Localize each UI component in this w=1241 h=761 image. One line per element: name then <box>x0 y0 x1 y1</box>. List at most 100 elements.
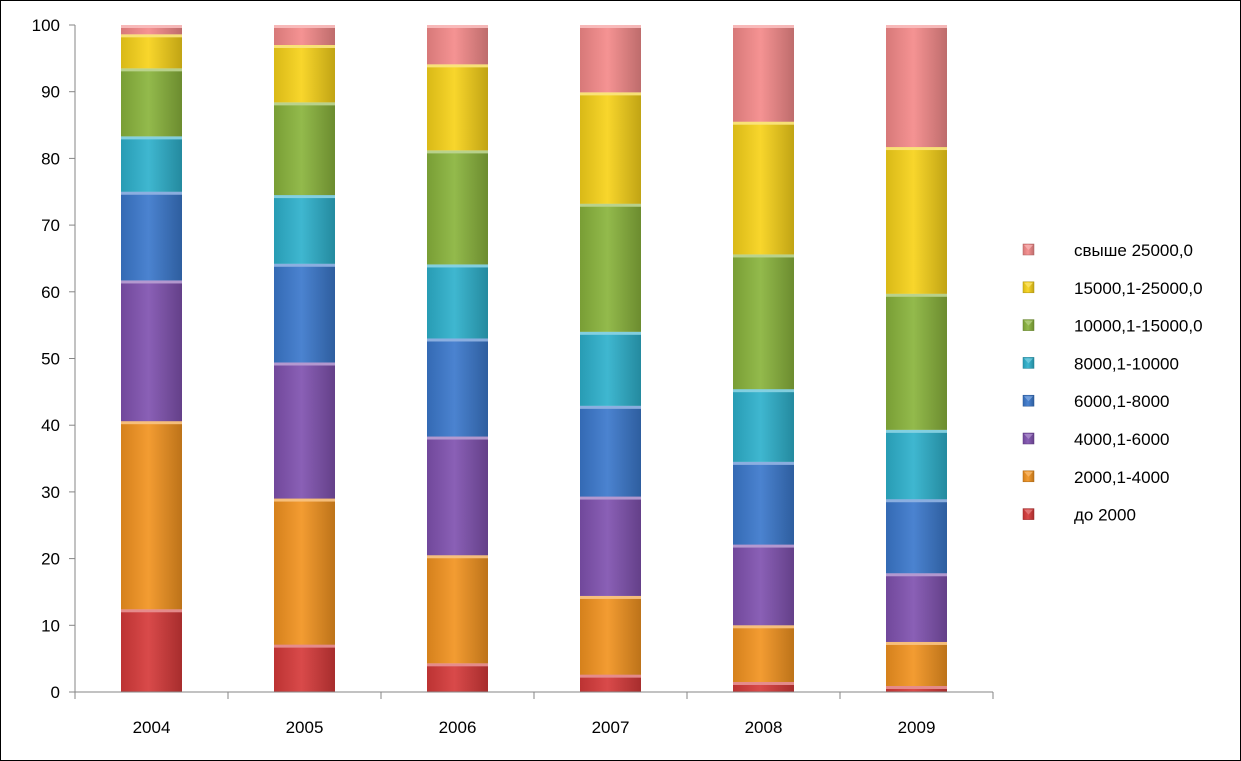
bar-segment-edge <box>427 25 488 28</box>
bar-segment-edge <box>121 609 182 613</box>
axes-layer: 0 10 20 30 40 50 60 70 80 90 100 2004 2005 2006 2007 20… <box>32 16 994 737</box>
bar-segment-edge <box>886 499 947 503</box>
bar-segment-2006-7 <box>427 64 488 151</box>
legend-label: 10000,1-15000,0 <box>1074 317 1203 336</box>
legend-item: 15000,1-25000,0 <box>1022 279 1203 298</box>
bar-segment-2009-6 <box>886 293 947 430</box>
x-tick-label: 2006 <box>439 718 477 737</box>
bar-segment-2008-6 <box>733 254 794 390</box>
bar-segment-2005-8 <box>274 25 335 46</box>
bar-segment-edge <box>121 34 182 38</box>
y-tick-label: 50 <box>41 350 60 369</box>
legend-label: до 2000 <box>1074 506 1136 525</box>
bar-segment-2005-1 <box>274 644 335 692</box>
legend-label: свыше 25000,0 <box>1074 241 1193 260</box>
legend-item: 6000,1-8000 <box>1022 392 1169 411</box>
bar-segment-edge <box>886 573 947 577</box>
bar-segment-2004-7 <box>121 34 182 69</box>
bar-segment-2008-3 <box>733 544 794 626</box>
bar-segment-2004-1 <box>121 609 182 692</box>
y-tick-label: 30 <box>41 483 60 502</box>
bar-segment-edge <box>580 595 641 599</box>
bar-segment-edge <box>733 544 794 548</box>
bar-segment-2005-3 <box>274 362 335 499</box>
legend-label: 15000,1-25000,0 <box>1074 279 1203 298</box>
y-tick-label: 80 <box>41 149 60 168</box>
bar-segment-2008-4 <box>733 461 794 545</box>
bar-segment-2005-2 <box>274 498 335 645</box>
y-tick-label: 20 <box>41 550 60 569</box>
bar-segment-2006-8 <box>427 25 488 65</box>
bar-segment-2007-7 <box>580 92 641 204</box>
bar-segment-2007-4 <box>580 405 641 497</box>
legend-swatch-bevel <box>1024 509 1033 515</box>
legend-swatch-bevel <box>1024 434 1033 439</box>
bar-segment-edge <box>886 147 947 151</box>
x-tick-label: 2008 <box>745 718 783 737</box>
legend-item: свыше 25000,0 <box>1022 241 1193 260</box>
legend-item: 2000,1-4000 <box>1022 468 1169 487</box>
legend-item: 10000,1-15000,0 <box>1022 317 1203 336</box>
bar-segment-2009-7 <box>886 147 947 294</box>
legend-swatch-bevel <box>1024 245 1033 250</box>
legend-swatch-bevel <box>1024 471 1033 477</box>
y-tick-label: 90 <box>41 83 60 102</box>
bar-segment-edge <box>274 362 335 366</box>
bar-segment-edge <box>733 681 794 685</box>
bar-segment-edge <box>580 496 641 500</box>
legend-item: до 2000 <box>1022 506 1136 525</box>
bar-segment-2009-4 <box>886 499 947 574</box>
bar-segment-2007-5 <box>580 331 641 406</box>
bar-segment-edge <box>580 331 641 335</box>
bar-segment-2005-4 <box>274 263 335 363</box>
bar-segment-edge <box>427 150 488 154</box>
bar-segment-2008-1 <box>733 681 794 692</box>
bar-segment-2006-3 <box>427 436 488 556</box>
bar-segment-2009-2 <box>886 641 947 686</box>
legend-swatch-bevel <box>1024 358 1033 364</box>
bar-segment-edge <box>121 280 182 284</box>
bar-segment-2007-6 <box>580 203 641 332</box>
bar-segment-2009-5 <box>886 429 947 500</box>
legend-swatch-bevel <box>1024 282 1033 288</box>
bar-segment-2004-8 <box>121 25 182 35</box>
bar-segment-2007-1 <box>580 674 641 692</box>
bar-segment-2004-4 <box>121 191 182 281</box>
bar-segment-2004-2 <box>121 421 182 610</box>
bar-segment-edge <box>886 25 947 28</box>
bar-segment-edge <box>580 405 641 409</box>
x-tick-label: 2004 <box>133 718 171 737</box>
bar-segment-edge <box>274 45 335 49</box>
bar-segment-2007-8 <box>580 25 641 93</box>
x-tick-label: 2005 <box>286 718 324 737</box>
y-tick-label: 10 <box>41 616 60 635</box>
legend-label: 8000,1-10000 <box>1074 354 1179 373</box>
bar-segment-edge <box>427 338 488 342</box>
bar-segment-edge <box>733 121 794 125</box>
bar-segment-edge <box>886 293 947 297</box>
x-tick-label: 2009 <box>898 718 936 737</box>
bar-segment-2009-8 <box>886 25 947 148</box>
bar-segment-edge <box>427 436 488 440</box>
bar-segment-edge <box>733 625 794 629</box>
bar-segment-edge <box>733 461 794 465</box>
bar-segment-2006-6 <box>427 150 488 265</box>
bar-segment-2008-5 <box>733 389 794 462</box>
bar-segment-2008-2 <box>733 625 794 682</box>
bar-segment-2006-5 <box>427 264 488 339</box>
bar-segment-edge <box>274 498 335 502</box>
bar-segment-edge <box>886 641 947 645</box>
bar-segment-edge <box>274 25 335 28</box>
bar-segment-edge <box>427 264 488 268</box>
bar-segment-edge <box>121 421 182 425</box>
bar-segment-edge <box>733 25 794 28</box>
bar-segment-edge <box>121 68 182 72</box>
bar-segment-edge <box>733 389 794 393</box>
bar-segment-2006-1 <box>427 663 488 692</box>
y-tick-label: 100 <box>32 16 60 35</box>
x-tick-label: 2007 <box>592 718 630 737</box>
y-tick-label: 60 <box>41 283 60 302</box>
bar-segment-edge <box>427 555 488 559</box>
